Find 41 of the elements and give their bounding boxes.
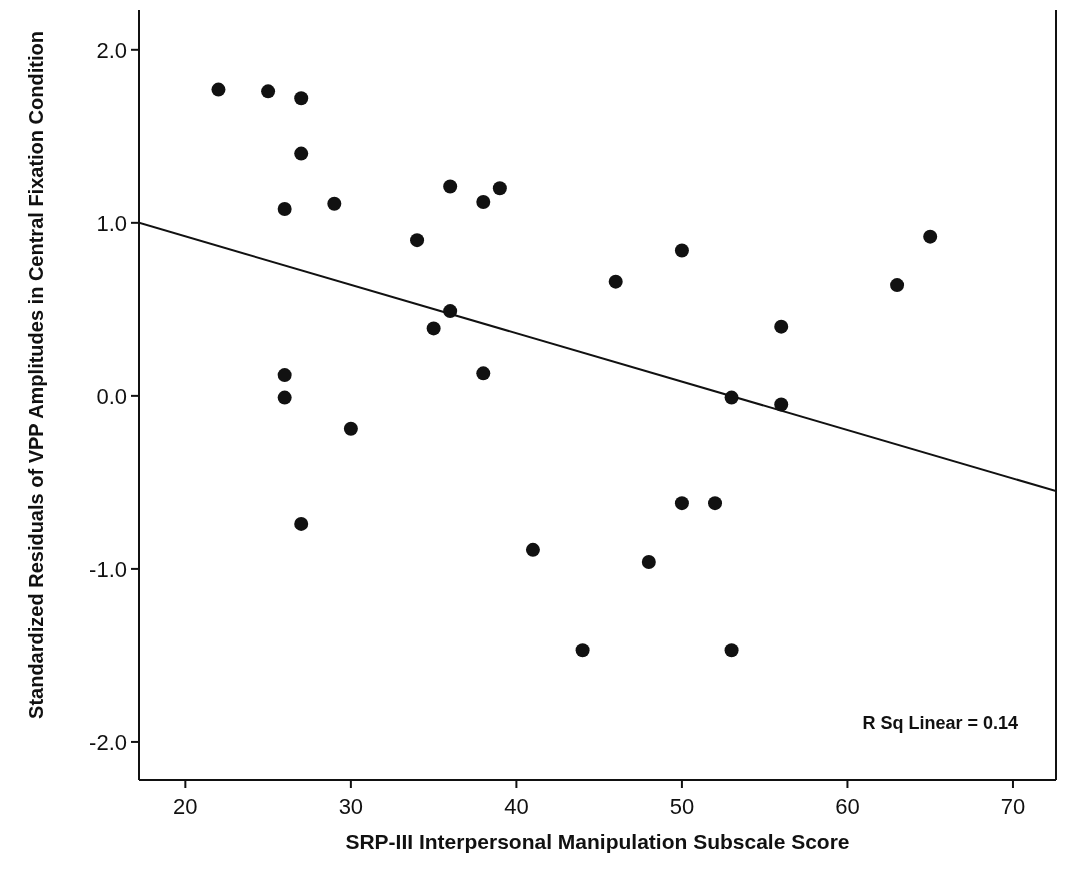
x-tick-label: 70: [1000, 793, 1026, 819]
y-axis-title: Standardized Residuals of VPP Amplitudes in Central Fixation Condition: [24, 30, 48, 721]
point: [343, 421, 358, 436]
point: [708, 496, 723, 511]
point: [608, 274, 623, 289]
point: [294, 146, 309, 161]
point: [641, 554, 656, 569]
point: [724, 643, 739, 658]
point: [476, 366, 491, 381]
point: [890, 278, 905, 293]
y-tick-label: -1.0: [89, 556, 127, 582]
x-tick-label: 20: [173, 793, 198, 819]
point: [294, 516, 309, 531]
point: [277, 368, 292, 383]
x-axis-title: SRP-III Interpersonal Manipulation Subscale Score: [344, 830, 851, 854]
point: [443, 179, 458, 194]
y-tick-label: 2.0: [96, 37, 127, 63]
point: [674, 243, 689, 258]
x-tick-label: 60: [835, 793, 860, 819]
point: [277, 390, 292, 405]
x-tick-label: 40: [504, 793, 529, 819]
y-tick-label: -2.0: [89, 729, 127, 755]
point: [525, 542, 540, 557]
point: [492, 181, 507, 196]
y-tick-label: 1.0: [96, 210, 127, 236]
point: [674, 496, 689, 511]
point: [575, 643, 590, 658]
point: [774, 319, 789, 334]
point: [410, 233, 425, 248]
x-tick-label: 30: [338, 793, 364, 819]
annotation: R Sq Linear = 0.14: [862, 713, 1018, 734]
x-tick-label: 50: [669, 793, 695, 819]
point: [476, 195, 491, 210]
point: [277, 201, 292, 216]
point: [261, 84, 276, 99]
point: [211, 82, 226, 97]
point: [327, 196, 342, 211]
y-tick-label: 0.0: [96, 383, 127, 409]
point: [294, 91, 309, 106]
point: [426, 321, 441, 336]
point: [923, 229, 938, 244]
